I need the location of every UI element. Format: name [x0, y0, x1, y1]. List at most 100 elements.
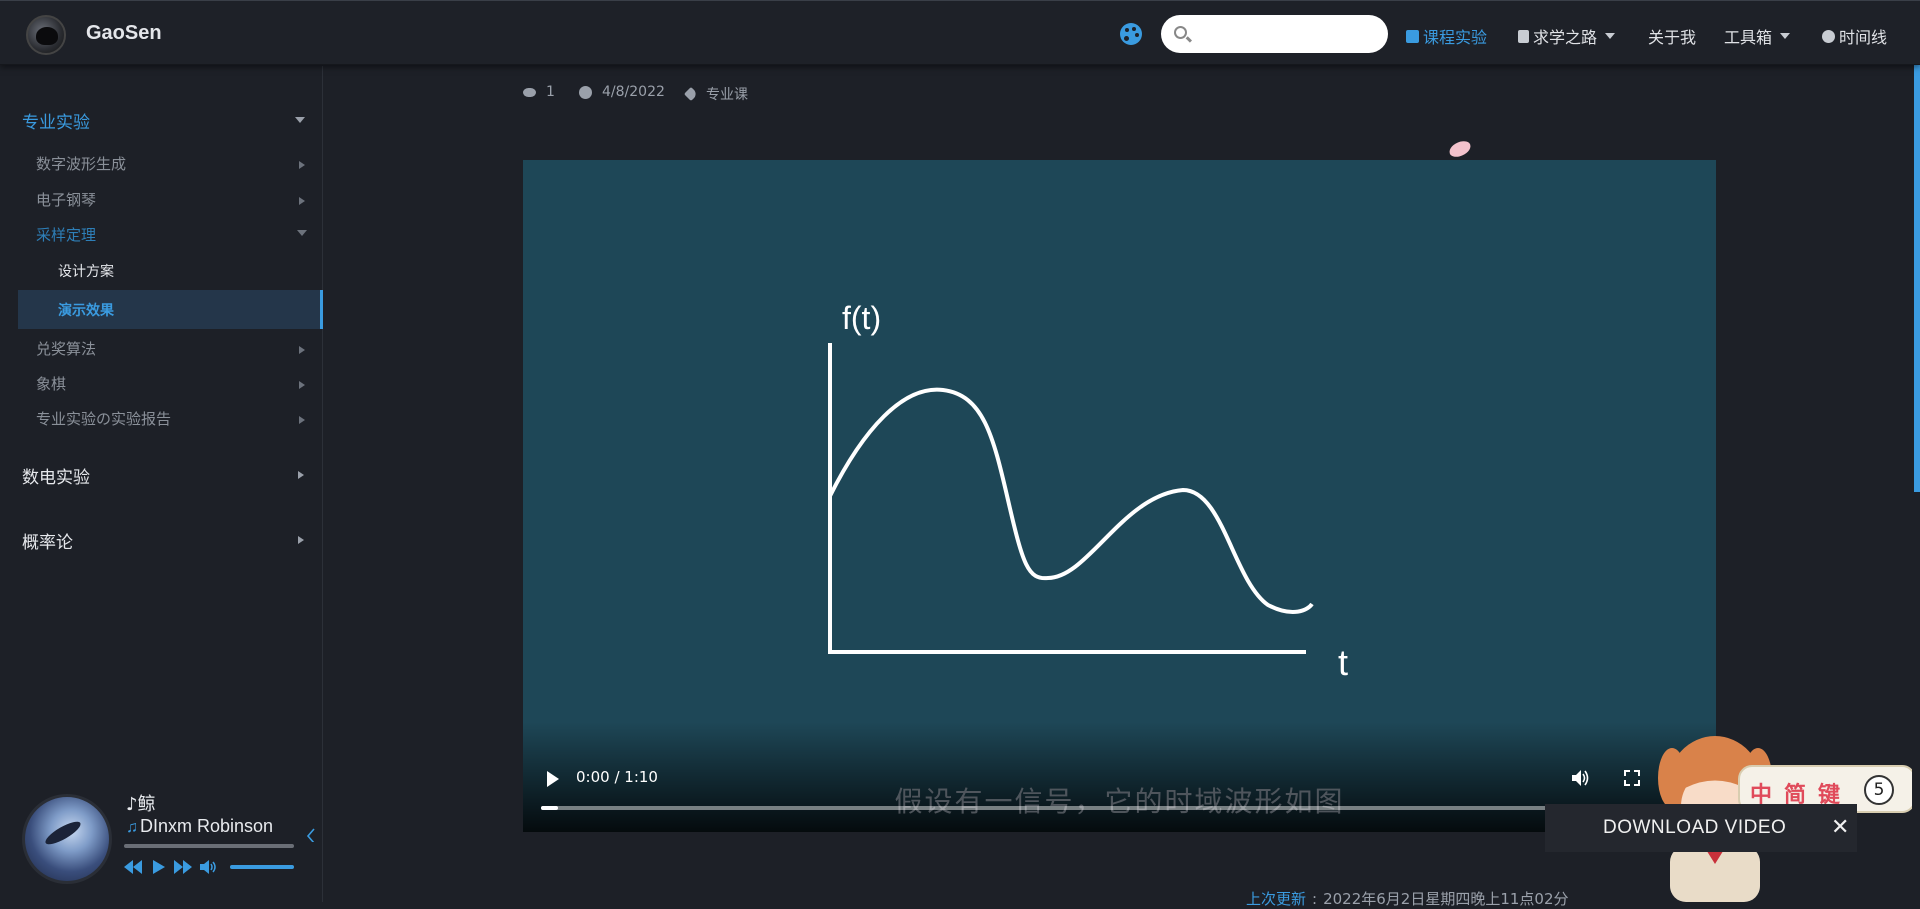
chevron-left-icon[interactable] — [306, 828, 316, 842]
sidebar-item-label: 数电实验 — [22, 468, 90, 488]
last-updated: 上次更新:2022年6月2日星期四晚上11点02分 — [1246, 888, 1569, 909]
video-seek-bar[interactable] — [541, 806, 1691, 810]
chevron-down-icon — [1780, 33, 1791, 39]
waveform-graphic — [828, 343, 1314, 654]
nav-label: 课程实验 — [1423, 28, 1488, 47]
chevron-right-icon — [299, 381, 305, 389]
video-seek-fill — [541, 806, 559, 810]
last-updated-time: 2022年6月2日星期四晚上11点02分 — [1323, 890, 1569, 908]
sidebar-item-label: 电子钢琴 — [36, 191, 97, 209]
download-video-bar[interactable]: DOWNLOAD VIDEO ✕ — [1545, 804, 1857, 852]
video-controls-gradient — [523, 722, 1716, 832]
chevron-down-icon — [295, 117, 305, 123]
rewind-icon[interactable] — [124, 860, 142, 874]
nav-course-experiments[interactable]: 课程实验 — [1406, 24, 1487, 48]
tag-icon — [683, 86, 699, 102]
ime-mode-char[interactable]: 中 — [1750, 783, 1773, 808]
sidebar: 专业实验 数字波形生成 电子钢琴 采样定理 设计方案 演示效果 兑奖算法 象棋 … — [0, 66, 323, 902]
sidebar-item-lottery-algorithm[interactable]: 兑奖算法 — [36, 338, 96, 359]
code-icon — [1406, 29, 1419, 43]
nav-label: 求学之路 — [1533, 28, 1598, 47]
chevron-right-icon — [299, 346, 305, 354]
sidebar-item-digital-waveform[interactable]: 数字波形生成 — [36, 153, 126, 174]
date-text: 4/8/2022 — [602, 84, 665, 100]
ime-badge: 5 — [1864, 775, 1894, 805]
x-axis-label: t — [1338, 642, 1349, 683]
player-controls — [124, 860, 216, 874]
sidebar-item-sampling-theorem[interactable]: 采样定理 — [36, 224, 96, 245]
chevron-right-icon — [299, 416, 305, 424]
nav-about-me[interactable]: 关于我 — [1648, 24, 1696, 48]
chevron-right-icon — [298, 536, 304, 544]
chevron-down-icon — [297, 230, 307, 236]
close-icon[interactable]: ✕ — [1831, 815, 1850, 840]
sidebar-item-electronic-piano[interactable]: 电子钢琴 — [36, 189, 96, 210]
scrollbar-thumb[interactable] — [1914, 60, 1920, 492]
tag-text: 专业课 — [706, 87, 748, 103]
chevron-right-icon — [299, 197, 305, 205]
play-icon[interactable] — [153, 860, 165, 874]
music-player: ♪鲸 ♫ DInxm Robinson — [14, 782, 330, 892]
last-updated-link[interactable]: 上次更新 — [1246, 890, 1307, 908]
nav-label: 工具箱 — [1724, 28, 1773, 47]
fast-forward-icon[interactable] — [174, 860, 192, 874]
sidebar-item-label: 采样定理 — [36, 226, 97, 244]
chevron-right-icon — [299, 161, 305, 169]
volume-slider[interactable] — [230, 865, 294, 869]
separator: : — [1312, 890, 1318, 908]
search-input[interactable] — [1161, 15, 1388, 53]
song-artist: ♫ DInxm Robinson — [126, 816, 273, 837]
nav-label: 时间线 — [1839, 28, 1888, 47]
sidebar-item-demo-effect[interactable]: 演示效果 — [58, 300, 114, 320]
nav-label: 关于我 — [1648, 28, 1697, 47]
chevron-right-icon — [298, 471, 304, 479]
sidebar-item-label: 兑奖算法 — [36, 340, 97, 358]
video-player[interactable]: f(t) t 假设有一信号，它的时域波形如图 0:00 / 1:10 — [523, 160, 1716, 832]
sidebar-item-label: 演示效果 — [58, 303, 114, 319]
volume-icon[interactable] — [1571, 769, 1589, 787]
book-icon — [1518, 29, 1529, 43]
song-title: ♪鲸 — [126, 794, 156, 815]
volume-icon[interactable] — [200, 860, 216, 874]
song-progress-bar[interactable] — [124, 844, 294, 848]
sidebar-section-digital-circuits[interactable]: 数电实验 — [22, 463, 90, 488]
sidebar-section-probability[interactable]: 概率论 — [22, 528, 73, 553]
post-tag[interactable]: 专业课 — [683, 84, 748, 104]
views-count: 1 — [546, 84, 555, 100]
video-time: 0:00 / 1:10 — [576, 768, 658, 786]
sakura-petal-decoration — [1447, 139, 1473, 159]
search-box[interactable] — [1161, 15, 1388, 53]
play-icon[interactable] — [547, 771, 559, 787]
sidebar-item-label: 数字波形生成 — [36, 155, 127, 173]
post-views: 1 — [523, 84, 555, 100]
ime-key-char[interactable]: 键 — [1818, 783, 1841, 808]
y-axis-label: f(t) — [842, 300, 882, 336]
sidebar-item-design-plan[interactable]: 设计方案 — [58, 261, 114, 281]
site-avatar[interactable] — [26, 15, 66, 55]
clock-icon — [579, 85, 592, 99]
palette-icon[interactable] — [1120, 23, 1142, 45]
post-date: 4/8/2022 — [579, 84, 665, 100]
artist-name: DInxm Robinson — [140, 816, 274, 836]
sidebar-item-label: 专业实验の实验报告 — [36, 410, 172, 428]
fullscreen-icon[interactable] — [1624, 770, 1640, 786]
nav-study-path[interactable]: 求学之路 — [1518, 24, 1616, 48]
ime-simplified-char[interactable]: 简 — [1784, 783, 1807, 808]
album-cover[interactable] — [22, 794, 112, 884]
sidebar-item-chess[interactable]: 象棋 — [36, 373, 66, 394]
artist-icon: ♫ — [126, 819, 138, 836]
eye-icon — [523, 87, 536, 97]
search-icon — [1174, 26, 1187, 39]
sidebar-section-professional[interactable]: 专业实验 — [22, 108, 90, 133]
nav-toolbox[interactable]: 工具箱 — [1724, 24, 1791, 48]
sidebar-item-label: 概率论 — [22, 533, 73, 553]
sidebar-item-lab-report[interactable]: 专业实验の实验报告 — [36, 408, 171, 429]
top-navbar: GaoSen 课程实验 求学之路 关于我 工具箱 时间线 — [0, 0, 1920, 65]
nav-timeline[interactable]: 时间线 — [1822, 24, 1887, 48]
chevron-down-icon — [1605, 33, 1616, 39]
sidebar-item-label: 专业实验 — [22, 113, 90, 133]
download-video-label[interactable]: DOWNLOAD VIDEO — [1603, 817, 1787, 838]
signal-waveform — [828, 387, 1314, 614]
sidebar-item-label: 设计方案 — [58, 264, 114, 280]
site-title[interactable]: GaoSen — [86, 22, 162, 44]
